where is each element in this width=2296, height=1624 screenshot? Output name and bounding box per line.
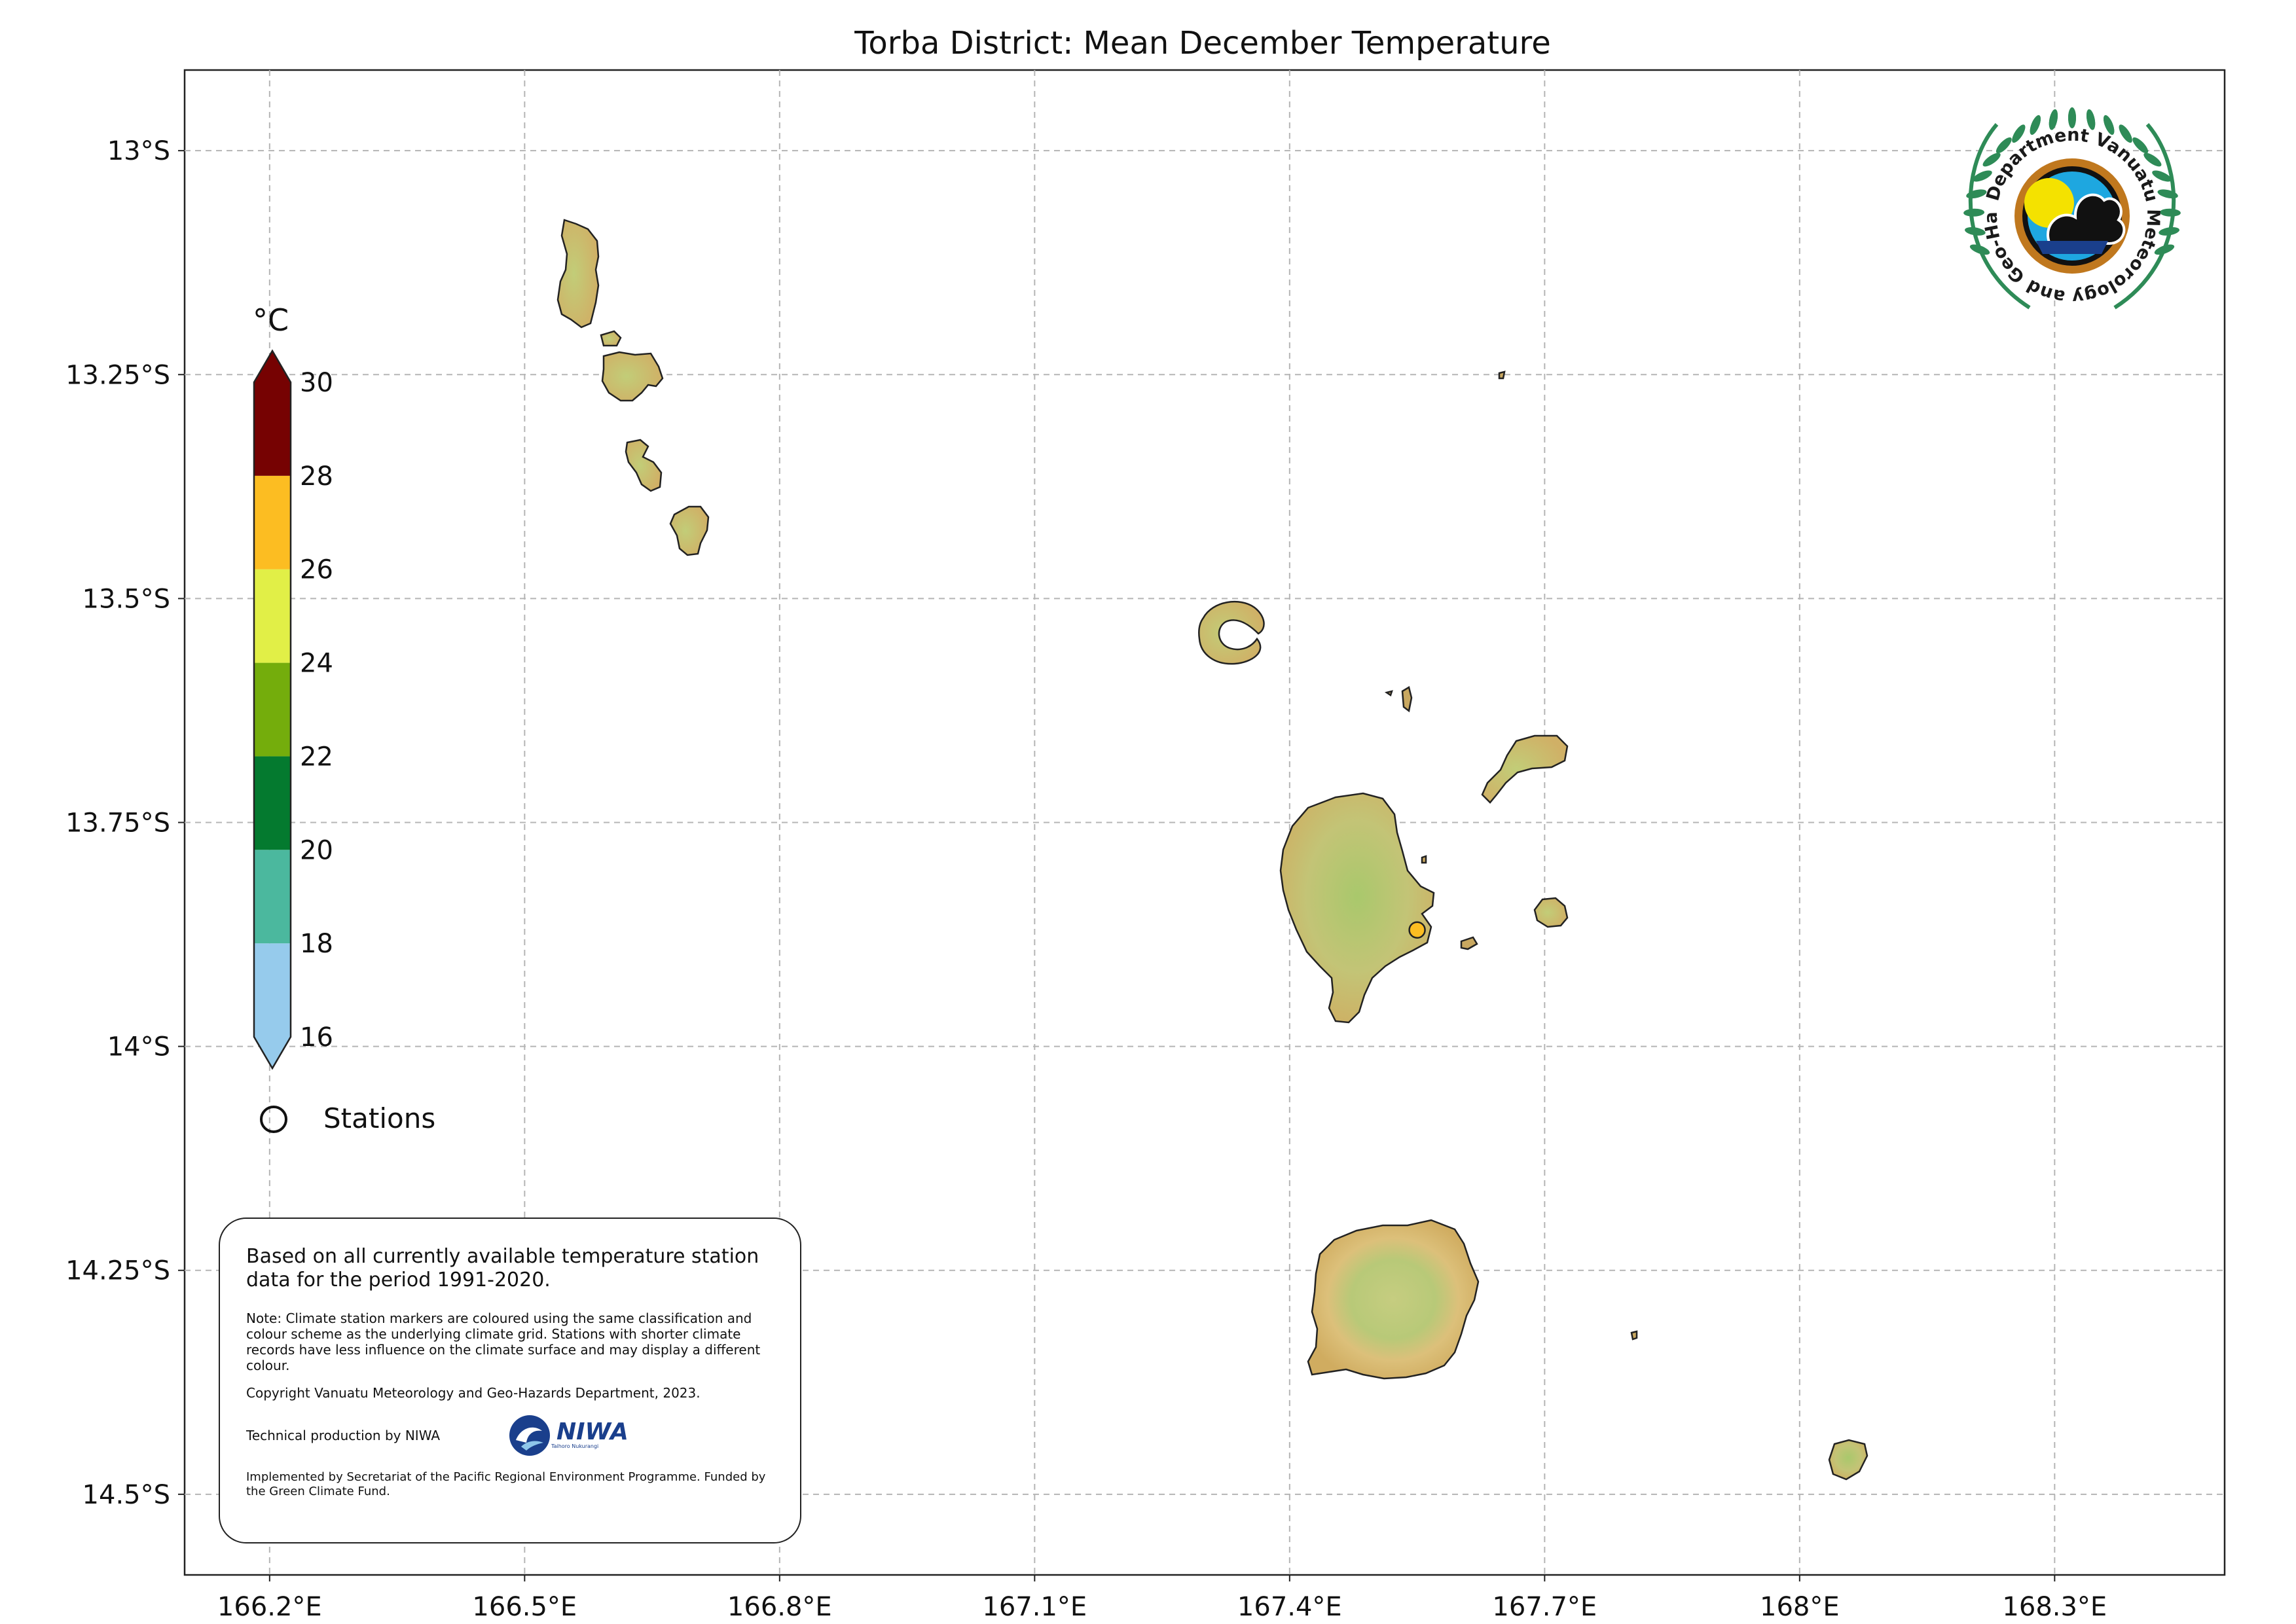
laurel-leaf (2157, 189, 2178, 199)
laurel-leaf (1963, 208, 1985, 217)
island-torres-north (556, 219, 600, 329)
laurel-leaf (2159, 227, 2179, 236)
colorbar-tick-label-3: 22 (300, 742, 333, 772)
island-torres-tegua (669, 505, 710, 556)
laurel-leaf (1995, 137, 2012, 154)
lat-tick-label-6: 14.5°S (82, 1480, 170, 1510)
stations-legend-label: Stations (323, 1102, 436, 1134)
colorbar-bin-6 (254, 382, 291, 476)
laurel-leaf (2068, 107, 2076, 128)
island-ureparapara (1198, 600, 1265, 665)
info-main-text: Based on all currently available tempera… (246, 1245, 759, 1291)
latitude-tick-labels: 13°S 13.25°S 13.5°S 13.75°S 14°S 14.25°S 14.5°… (65, 136, 185, 1510)
lon-tick-label-1: 166.5°E (472, 1592, 577, 1622)
laurel-leaf (2030, 115, 2041, 135)
colorbar-tick-label-5: 26 (300, 555, 333, 585)
niwa-logo: NIWA Taihoro Nukurangi (508, 1414, 629, 1457)
island-mota (1533, 897, 1569, 928)
lon-tick-label-0: 166.2°E (217, 1592, 322, 1622)
laurel-leaf (2104, 115, 2115, 135)
island-torres-middle (601, 351, 664, 402)
colorbar-extend-max (254, 351, 291, 382)
colorbar-outline (253, 349, 292, 1070)
lon-tick-label-5: 167.7°E (1492, 1592, 1597, 1622)
laurel-leaf (1965, 227, 1986, 236)
island-torres-islet (600, 330, 622, 347)
island-vanua-lava (1279, 792, 1435, 1024)
technical-production-text: Technical production by NIWA (246, 1428, 441, 1443)
colorbar-bin-2 (254, 756, 291, 850)
lon-tick-label-4: 167.4°E (1237, 1592, 1342, 1622)
colorbar-tick-label-7: 30 (300, 368, 333, 398)
info-box: Based on all currently available tempera… (219, 1218, 801, 1543)
laurel-leaf (2132, 137, 2149, 154)
lon-tick-label-3: 167.1°E (982, 1592, 1087, 1622)
lat-tick-label-0: 13°S (107, 136, 170, 166)
island-east-islet-2 (1421, 855, 1427, 864)
island-rowa-islets (1401, 686, 1413, 713)
info-copyright-text: Copyright Vanuatu Meteorology and Geo-Ha… (246, 1385, 701, 1401)
lon-tick-label-7: 168.3°E (2002, 1592, 2107, 1622)
lat-tick-label-2: 13.5°S (82, 584, 170, 614)
lat-tick-label-4: 14°S (107, 1032, 170, 1062)
laurel-leaf (1982, 153, 2001, 167)
lon-tick-label-6: 168°E (1760, 1592, 1840, 1622)
colorbar-bin-3 (254, 662, 291, 757)
islands (556, 219, 1868, 1481)
colorbar-bin-0 (254, 943, 291, 1037)
laurel-leaf (2119, 124, 2132, 143)
colorbar: 16 18 20 22 24 26 28 30 (253, 349, 333, 1070)
colorbar-bin-4 (254, 569, 291, 663)
colorbar-tick-label-6: 28 (300, 461, 333, 492)
niwa-tagline: Taihoro Nukurangi (551, 1443, 599, 1449)
colorbar-tick-label-4: 24 (300, 649, 333, 679)
longitude-tick-labels: 166.2°E 166.5°E 166.8°E 167.1°E 167.4°E 167.7… (217, 1575, 2107, 1622)
island-gaua-islet (1630, 1330, 1638, 1341)
station-markers (1408, 921, 1426, 939)
laurel-leaf (2086, 109, 2096, 130)
island-small-north (1498, 370, 1506, 380)
colorbar-tick-label-1: 18 (300, 929, 333, 959)
info-note-text: Note: Climate station markers are colour… (246, 1310, 761, 1373)
island-torres-south (625, 439, 663, 492)
info-implemented-text: Implemented by Secretariat of the Pacifi… (246, 1470, 766, 1498)
colorbar-tick-label-0: 16 (300, 1022, 333, 1053)
island-mota-lava (1481, 734, 1569, 804)
technical-production-row: Technical production by NIWA NIWA Taihor… (246, 1413, 774, 1458)
laurel-leaf (2012, 124, 2026, 143)
island-merelava (1828, 1439, 1868, 1481)
niwa-wave-icon (509, 1415, 550, 1456)
station-marker-0 (1408, 921, 1426, 939)
laurel-leaf (1966, 189, 1987, 199)
laurel-leaf (2143, 153, 2162, 167)
colorbar-extend-min (254, 1037, 291, 1068)
colorbar-bin-1 (254, 850, 291, 944)
laurel-leaf (2049, 109, 2058, 130)
island-rowa-islet-small (1384, 690, 1393, 696)
island-east-islet-1 (1460, 936, 1478, 950)
colorbar-tick-label-2: 20 (300, 835, 333, 865)
laurel-leaf (2154, 244, 2175, 255)
lat-tick-label-5: 14.25°S (65, 1256, 170, 1286)
niwa-wordmark: NIWA (556, 1418, 629, 1445)
island-gaua (1307, 1219, 1480, 1380)
colorbar-unit-label: °C (253, 302, 289, 338)
stations-legend-marker (260, 1106, 287, 1133)
lon-tick-label-2: 166.8°E (727, 1592, 832, 1622)
map-title: Torba District: Mean December Temperatur… (854, 25, 1551, 62)
lat-tick-label-3: 13.75°S (65, 808, 170, 839)
laurel-leaf (1973, 170, 1992, 182)
laurel-leaves (1963, 107, 2181, 255)
colorbar-bin-5 (254, 475, 291, 569)
laurel-leaf (2152, 170, 2172, 182)
lat-tick-label-1: 13.25°S (65, 360, 170, 390)
laurel-leaf (2159, 208, 2181, 217)
laurel-leaf (1969, 244, 1990, 255)
